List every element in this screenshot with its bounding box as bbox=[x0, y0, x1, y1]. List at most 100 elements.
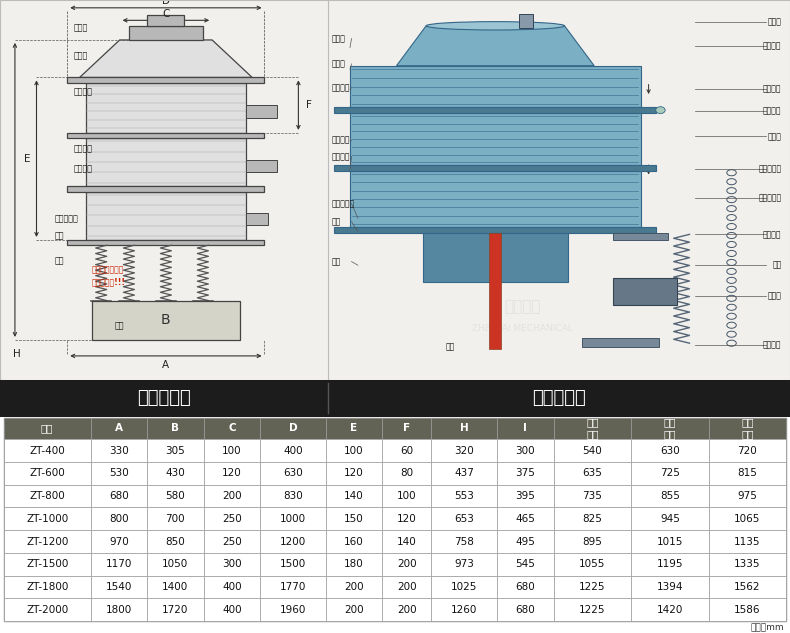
Bar bbox=[325, 508, 382, 530]
Ellipse shape bbox=[656, 107, 665, 113]
Text: 下部重锤: 下部重锤 bbox=[763, 341, 781, 349]
Text: 758: 758 bbox=[454, 537, 474, 546]
Text: 辅助筛网: 辅助筛网 bbox=[763, 41, 781, 50]
Bar bbox=[431, 508, 497, 530]
Bar bbox=[554, 462, 631, 485]
Bar bbox=[147, 575, 204, 598]
Bar bbox=[631, 439, 709, 462]
Bar bbox=[147, 508, 204, 530]
Text: 430: 430 bbox=[165, 468, 185, 479]
Text: 850: 850 bbox=[165, 537, 185, 546]
Text: 60: 60 bbox=[401, 446, 413, 456]
Text: 725: 725 bbox=[660, 468, 679, 479]
Bar bbox=[581, 339, 659, 347]
Text: 1065: 1065 bbox=[734, 514, 761, 523]
Text: 400: 400 bbox=[222, 605, 242, 615]
Text: 200: 200 bbox=[397, 582, 416, 592]
Text: ZT-1800: ZT-1800 bbox=[26, 582, 69, 592]
Text: ZT-1000: ZT-1000 bbox=[26, 514, 69, 523]
Text: 弹簧: 弹簧 bbox=[332, 257, 341, 266]
Bar bbox=[91, 598, 147, 621]
Bar bbox=[631, 575, 709, 598]
Bar bbox=[328, 0, 790, 380]
Text: 100: 100 bbox=[397, 491, 416, 501]
Text: 弹簧: 弹簧 bbox=[55, 257, 65, 266]
Text: 200: 200 bbox=[397, 605, 416, 615]
Text: 160: 160 bbox=[344, 537, 364, 546]
Bar bbox=[382, 439, 431, 462]
Text: 进料口: 进料口 bbox=[768, 18, 781, 27]
Text: 小尺寸排料: 小尺寸排料 bbox=[332, 199, 355, 208]
Text: H: H bbox=[13, 349, 21, 360]
Text: 300: 300 bbox=[516, 446, 535, 456]
Text: 400: 400 bbox=[222, 582, 242, 592]
Text: 680: 680 bbox=[516, 582, 536, 592]
Text: ZT-1200: ZT-1200 bbox=[26, 537, 69, 546]
Bar bbox=[147, 553, 204, 575]
Bar bbox=[554, 485, 631, 508]
Bar bbox=[325, 418, 382, 439]
Text: 球形清洗板: 球形清洗板 bbox=[758, 165, 781, 173]
Text: 250: 250 bbox=[222, 514, 242, 523]
Bar bbox=[490, 232, 502, 349]
Bar bbox=[382, 553, 431, 575]
Text: 1200: 1200 bbox=[280, 537, 306, 546]
Bar bbox=[67, 77, 265, 83]
Text: 120: 120 bbox=[222, 468, 242, 479]
Bar bbox=[204, 485, 260, 508]
Bar bbox=[631, 418, 709, 439]
Bar bbox=[147, 418, 204, 439]
Bar bbox=[709, 462, 786, 485]
Text: 300: 300 bbox=[222, 560, 242, 569]
Bar bbox=[350, 113, 641, 165]
Text: 180: 180 bbox=[344, 560, 364, 569]
Text: 700: 700 bbox=[166, 514, 185, 523]
Text: 1420: 1420 bbox=[656, 605, 683, 615]
Text: 140: 140 bbox=[344, 491, 364, 501]
Text: ZT-1500: ZT-1500 bbox=[26, 560, 69, 569]
Text: 1015: 1015 bbox=[656, 537, 683, 546]
Bar bbox=[260, 575, 325, 598]
Bar bbox=[554, 508, 631, 530]
Text: 400: 400 bbox=[283, 446, 303, 456]
Bar bbox=[4, 530, 91, 553]
Bar bbox=[246, 160, 276, 172]
Bar bbox=[67, 186, 265, 192]
Text: 中部框架: 中部框架 bbox=[73, 144, 92, 153]
Text: 顶部框架: 顶部框架 bbox=[73, 87, 92, 96]
Polygon shape bbox=[80, 40, 252, 77]
Bar bbox=[91, 530, 147, 553]
Text: 120: 120 bbox=[344, 468, 364, 479]
Text: 1562: 1562 bbox=[734, 582, 761, 592]
Bar bbox=[67, 133, 265, 138]
Text: 型号: 型号 bbox=[41, 423, 54, 434]
Bar bbox=[260, 462, 325, 485]
Text: 1770: 1770 bbox=[280, 582, 306, 592]
Bar bbox=[382, 598, 431, 621]
Bar bbox=[92, 301, 240, 340]
Bar bbox=[246, 105, 276, 118]
Text: 530: 530 bbox=[109, 468, 129, 479]
Bar bbox=[554, 553, 631, 575]
Text: 630: 630 bbox=[660, 446, 679, 456]
Bar bbox=[382, 508, 431, 530]
Bar bbox=[350, 171, 641, 227]
Text: 100: 100 bbox=[344, 446, 363, 456]
Bar bbox=[91, 485, 147, 508]
Text: 1500: 1500 bbox=[280, 560, 306, 569]
Text: 495: 495 bbox=[515, 537, 536, 546]
Bar bbox=[147, 530, 204, 553]
Text: 单位：mm: 单位：mm bbox=[750, 623, 784, 632]
Bar bbox=[554, 418, 631, 439]
Text: 三层
高度: 三层 高度 bbox=[741, 418, 754, 439]
Text: 437: 437 bbox=[454, 468, 474, 479]
Bar bbox=[497, 575, 554, 598]
Text: 120: 120 bbox=[397, 514, 417, 523]
Text: 855: 855 bbox=[660, 491, 679, 501]
Bar bbox=[325, 575, 382, 598]
Bar bbox=[204, 530, 260, 553]
Bar bbox=[86, 138, 246, 186]
Text: 小尺寸排料: 小尺寸排料 bbox=[55, 214, 79, 223]
Text: 395: 395 bbox=[515, 491, 536, 501]
Text: 1025: 1025 bbox=[451, 582, 477, 592]
